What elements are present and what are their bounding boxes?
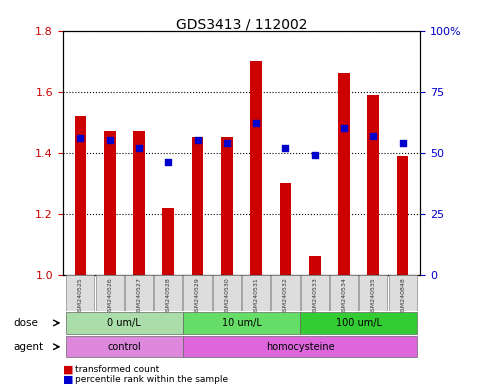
Point (223, 140, 231, 146)
FancyBboxPatch shape (125, 275, 153, 311)
Text: GSM240532: GSM240532 (283, 278, 288, 315)
Point (311, 152, 319, 158)
FancyBboxPatch shape (300, 312, 417, 334)
Text: 0 um/L: 0 um/L (107, 318, 141, 328)
Text: GSM240534: GSM240534 (341, 278, 346, 315)
Text: GSM240848: GSM240848 (400, 278, 405, 315)
Bar (397, 156, 409, 275)
Point (282, 145, 289, 151)
FancyBboxPatch shape (271, 275, 299, 311)
FancyBboxPatch shape (213, 275, 241, 311)
Point (194, 137, 201, 144)
Text: agent: agent (14, 342, 43, 352)
Point (252, 120, 260, 126)
Bar (192, 137, 203, 275)
Text: control: control (107, 342, 141, 352)
FancyBboxPatch shape (96, 275, 124, 311)
FancyBboxPatch shape (66, 275, 95, 311)
Text: GSM240533: GSM240533 (312, 278, 317, 315)
FancyBboxPatch shape (301, 275, 329, 311)
FancyBboxPatch shape (184, 275, 212, 311)
FancyBboxPatch shape (66, 336, 183, 358)
Bar (309, 256, 321, 275)
Point (399, 140, 407, 146)
Bar (368, 95, 379, 275)
Bar (221, 137, 233, 275)
Bar (133, 131, 145, 275)
FancyBboxPatch shape (242, 275, 270, 311)
FancyBboxPatch shape (388, 275, 417, 311)
Text: GDS3413 / 112002: GDS3413 / 112002 (176, 17, 307, 31)
FancyBboxPatch shape (66, 312, 183, 334)
FancyBboxPatch shape (183, 336, 417, 358)
FancyBboxPatch shape (183, 312, 300, 334)
Text: GSM240530: GSM240530 (224, 278, 229, 315)
Point (106, 137, 114, 144)
Bar (280, 183, 291, 275)
Text: 100 um/L: 100 um/L (336, 318, 382, 328)
Bar (104, 131, 115, 275)
Bar (74, 116, 86, 275)
FancyBboxPatch shape (330, 275, 358, 311)
Text: GSM240527: GSM240527 (137, 278, 142, 315)
Text: 10 um/L: 10 um/L (222, 318, 261, 328)
Text: ■: ■ (63, 374, 73, 384)
Text: GSM240526: GSM240526 (107, 278, 112, 315)
Text: GSM240531: GSM240531 (254, 278, 259, 315)
Text: transformed count: transformed count (75, 365, 159, 374)
Point (369, 132, 377, 139)
Text: GSM240529: GSM240529 (195, 278, 200, 315)
Text: percentile rank within the sample: percentile rank within the sample (75, 375, 228, 384)
Text: ■: ■ (63, 364, 73, 374)
Text: GSM240535: GSM240535 (371, 278, 376, 315)
Text: GSM240528: GSM240528 (166, 278, 171, 315)
Bar (162, 207, 174, 275)
Point (340, 125, 348, 131)
Point (164, 159, 172, 166)
Bar (250, 61, 262, 275)
FancyBboxPatch shape (359, 275, 387, 311)
Bar (338, 73, 350, 275)
Text: GSM240525: GSM240525 (78, 278, 83, 315)
FancyBboxPatch shape (154, 275, 182, 311)
Point (76, 135, 84, 141)
Text: homocysteine: homocysteine (266, 342, 334, 352)
Point (135, 145, 143, 151)
Text: dose: dose (14, 318, 39, 328)
